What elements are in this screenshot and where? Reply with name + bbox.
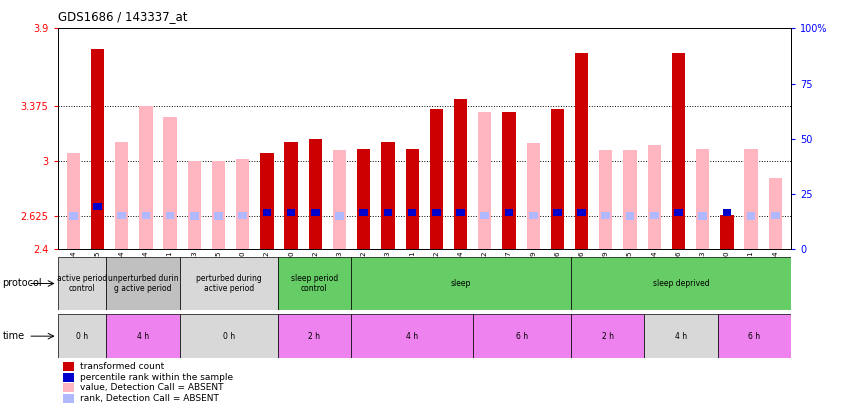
- Text: 2 h: 2 h: [602, 332, 613, 341]
- Bar: [115, 142, 129, 249]
- Bar: [277, 314, 351, 358]
- Bar: [179, 257, 277, 310]
- Text: 0 h: 0 h: [76, 332, 88, 341]
- Bar: [577, 209, 586, 216]
- Bar: [236, 159, 250, 249]
- Text: perturbed during
active period: perturbed during active period: [195, 274, 261, 293]
- Text: 4 h: 4 h: [406, 332, 418, 341]
- Bar: [118, 211, 126, 219]
- Bar: [311, 209, 320, 216]
- Bar: [91, 49, 104, 249]
- Bar: [430, 109, 443, 249]
- Bar: [188, 161, 201, 249]
- Bar: [769, 179, 782, 249]
- Bar: [626, 212, 634, 220]
- Bar: [696, 149, 709, 249]
- Bar: [529, 211, 537, 219]
- Bar: [602, 211, 610, 219]
- Bar: [571, 257, 791, 310]
- Bar: [93, 203, 102, 210]
- Bar: [141, 211, 151, 219]
- Text: time: time: [3, 331, 25, 341]
- Bar: [717, 314, 791, 358]
- Text: active period
control: active period control: [57, 274, 107, 293]
- Bar: [166, 211, 174, 219]
- Bar: [277, 257, 351, 310]
- Text: protocol: protocol: [3, 279, 42, 288]
- Bar: [454, 99, 467, 249]
- Bar: [674, 209, 683, 216]
- Bar: [382, 142, 394, 249]
- Bar: [744, 149, 758, 249]
- Bar: [58, 257, 107, 310]
- Text: transformed count: transformed count: [80, 362, 165, 371]
- Bar: [553, 209, 562, 216]
- Bar: [432, 209, 441, 216]
- Bar: [140, 107, 152, 249]
- Bar: [360, 209, 368, 216]
- Bar: [405, 149, 419, 249]
- Bar: [212, 161, 225, 249]
- Text: 2 h: 2 h: [308, 332, 321, 341]
- Bar: [107, 314, 179, 358]
- Bar: [261, 153, 273, 249]
- Text: 4 h: 4 h: [675, 332, 687, 341]
- Bar: [720, 215, 733, 249]
- Bar: [503, 112, 516, 249]
- Bar: [163, 117, 177, 249]
- Bar: [478, 112, 492, 249]
- Bar: [262, 209, 272, 216]
- Bar: [672, 53, 685, 249]
- Bar: [67, 153, 80, 249]
- Bar: [771, 211, 780, 219]
- Text: value, Detection Call = ABSENT: value, Detection Call = ABSENT: [80, 383, 224, 392]
- Bar: [747, 212, 755, 220]
- Bar: [335, 212, 343, 220]
- Bar: [505, 209, 514, 216]
- Bar: [571, 314, 645, 358]
- Bar: [624, 151, 637, 249]
- Bar: [456, 209, 465, 216]
- Bar: [408, 209, 416, 216]
- Bar: [214, 212, 222, 220]
- Bar: [284, 142, 298, 249]
- Bar: [239, 211, 247, 219]
- Text: 6 h: 6 h: [748, 332, 761, 341]
- Text: GDS1686 / 143337_at: GDS1686 / 143337_at: [58, 10, 187, 23]
- Bar: [309, 139, 322, 249]
- Text: 6 h: 6 h: [516, 332, 528, 341]
- Bar: [645, 314, 717, 358]
- Bar: [190, 212, 199, 220]
- Bar: [526, 143, 540, 249]
- Text: rank, Detection Call = ABSENT: rank, Detection Call = ABSENT: [80, 394, 219, 403]
- Bar: [351, 314, 473, 358]
- Bar: [107, 257, 179, 310]
- Bar: [599, 151, 613, 249]
- Bar: [722, 209, 731, 216]
- Text: unperturbed durin
g active period: unperturbed durin g active period: [107, 274, 179, 293]
- Bar: [647, 145, 661, 249]
- Bar: [575, 53, 588, 249]
- Text: sleep deprived: sleep deprived: [652, 279, 709, 288]
- Text: percentile rank within the sample: percentile rank within the sample: [80, 373, 233, 382]
- Bar: [179, 314, 277, 358]
- Bar: [473, 314, 571, 358]
- Bar: [383, 209, 393, 216]
- Bar: [481, 211, 489, 219]
- Bar: [650, 211, 658, 219]
- Bar: [357, 149, 371, 249]
- Text: 0 h: 0 h: [222, 332, 234, 341]
- Bar: [551, 109, 564, 249]
- Bar: [69, 212, 78, 220]
- Bar: [287, 209, 295, 216]
- Text: 4 h: 4 h: [137, 332, 149, 341]
- Bar: [698, 212, 707, 220]
- Text: sleep period
control: sleep period control: [291, 274, 338, 293]
- Bar: [332, 151, 346, 249]
- Bar: [351, 257, 571, 310]
- Text: sleep: sleep: [451, 279, 471, 288]
- Bar: [58, 314, 107, 358]
